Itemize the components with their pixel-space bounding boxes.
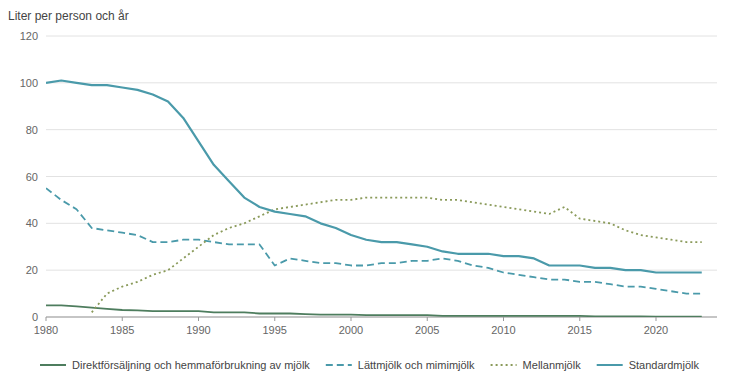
x-tick-label: 1995 (263, 324, 287, 336)
x-tick (656, 317, 657, 321)
x-tick-label: 2005 (415, 324, 439, 336)
legend-label: Standardmjölk (629, 359, 700, 371)
grid-line (46, 176, 717, 177)
legend-label: Mellanmjölk (523, 359, 582, 371)
x-tick (46, 317, 47, 321)
grid-line (46, 223, 717, 224)
y-tick-label: 20 (26, 264, 38, 276)
x-tick (579, 317, 580, 321)
legend-label: Direktförsäljning och hemmaförbrukning a… (72, 359, 310, 371)
x-tick (503, 317, 504, 321)
y-tick-label: 120 (20, 30, 38, 42)
legend-label: Lättmjölk och mimimjölk (358, 359, 475, 371)
x-tick (427, 317, 428, 321)
x-tick (122, 317, 123, 321)
legend-item: Mellanmjölk (491, 359, 582, 371)
y-tick-label: 0 (32, 311, 38, 323)
legend-swatch (40, 364, 66, 366)
series-line (46, 305, 702, 316)
legend-swatch (597, 364, 623, 366)
x-tick-label: 1985 (110, 324, 134, 336)
grid (46, 36, 717, 317)
y-tick-label: 80 (26, 124, 38, 136)
legend-item: Lättmjölk och mimimjölk (326, 359, 475, 371)
y-tick-label: 40 (26, 217, 38, 229)
grid-line (46, 129, 717, 130)
y-tick-label: 60 (26, 171, 38, 183)
x-tick-label: 2000 (339, 324, 363, 336)
lines (46, 80, 702, 316)
x-tick (198, 317, 199, 321)
x-tick-label: 1980 (34, 324, 58, 336)
legend-swatch (326, 364, 352, 366)
chart: Liter per person och år 0 20 40 60 80 100 120 19… (0, 0, 739, 379)
series-line (92, 198, 702, 313)
x-tick-label: 2010 (491, 324, 515, 336)
x-tick-label: 2015 (568, 324, 592, 336)
legend: Direktförsäljning och hemmaförbrukning a… (40, 359, 700, 371)
x-tick (274, 317, 275, 321)
x-tick-label: 1990 (186, 324, 210, 336)
grid-line (46, 36, 717, 37)
y-tick-label: 100 (20, 77, 38, 89)
y-axis-label: Liter per person och år (8, 9, 129, 23)
legend-swatch (491, 364, 517, 366)
x-tick (351, 317, 352, 321)
x-tick-label: 2020 (644, 324, 668, 336)
legend-item: Direktförsäljning och hemmaförbrukning a… (40, 359, 310, 371)
series-line (46, 80, 702, 272)
legend-item: Standardmjölk (597, 359, 700, 371)
grid-line (46, 82, 717, 83)
